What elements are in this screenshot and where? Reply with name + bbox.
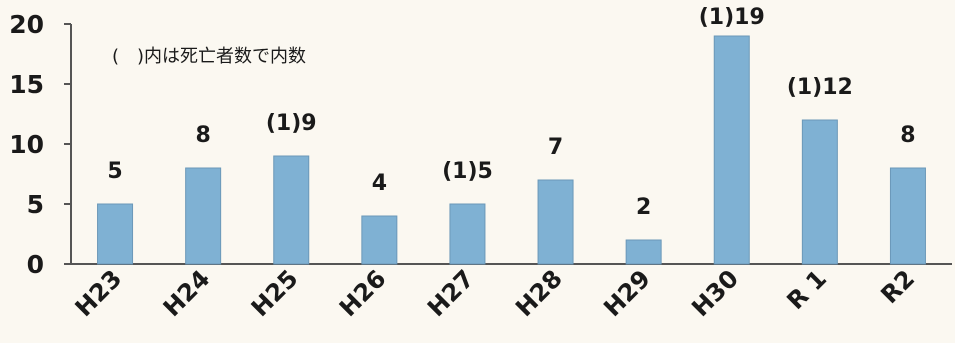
y-tick-label: 5: [27, 190, 44, 219]
data-label: 4: [372, 171, 387, 196]
bar: [537, 179, 574, 265]
bar: [801, 119, 838, 265]
y-tick-group: 0 5 10 15 20: [9, 10, 71, 279]
data-label: (1)19: [699, 5, 765, 30]
bar: [361, 215, 398, 265]
data-label: 7: [548, 135, 563, 160]
category-label: H29: [598, 264, 656, 322]
bar: [97, 203, 134, 265]
bar: [449, 203, 486, 265]
category-label: H25: [246, 264, 304, 322]
bar: [273, 155, 310, 265]
chart-annotation: ( )内は死亡者数で内数: [112, 46, 306, 67]
y-tick-label: 20: [9, 10, 44, 39]
y-tick-label: 15: [9, 70, 44, 99]
category-label: H26: [334, 264, 392, 322]
data-label: (1)12: [787, 75, 853, 100]
data-label: (1)5: [442, 159, 493, 184]
category-label: H24: [158, 264, 216, 322]
bar-group: [97, 35, 926, 265]
data-label-group: 5 8 (1)9 4 (1)5 7 2 (1)19 (1)12 8: [107, 5, 915, 220]
bar: [713, 35, 750, 265]
y-tick-label: 0: [27, 250, 44, 279]
data-label: 2: [636, 195, 651, 220]
category-label: H23: [70, 264, 128, 322]
bar: [889, 167, 926, 265]
data-label: 8: [195, 123, 210, 148]
data-label: 5: [107, 159, 122, 184]
bar: [625, 239, 662, 265]
data-label: 8: [900, 123, 915, 148]
category-label: R 1: [782, 264, 833, 315]
data-label: (1)9: [266, 111, 317, 136]
category-label-group: H23 H24 H25 H26 H27 H28 H29 H30 R 1 R2: [70, 264, 921, 322]
bar: [185, 167, 222, 265]
category-label: H28: [510, 264, 568, 322]
category-label: H30: [686, 264, 744, 322]
y-tick-label: 10: [9, 130, 44, 159]
category-label: H27: [422, 264, 480, 322]
category-label: R2: [876, 264, 921, 309]
